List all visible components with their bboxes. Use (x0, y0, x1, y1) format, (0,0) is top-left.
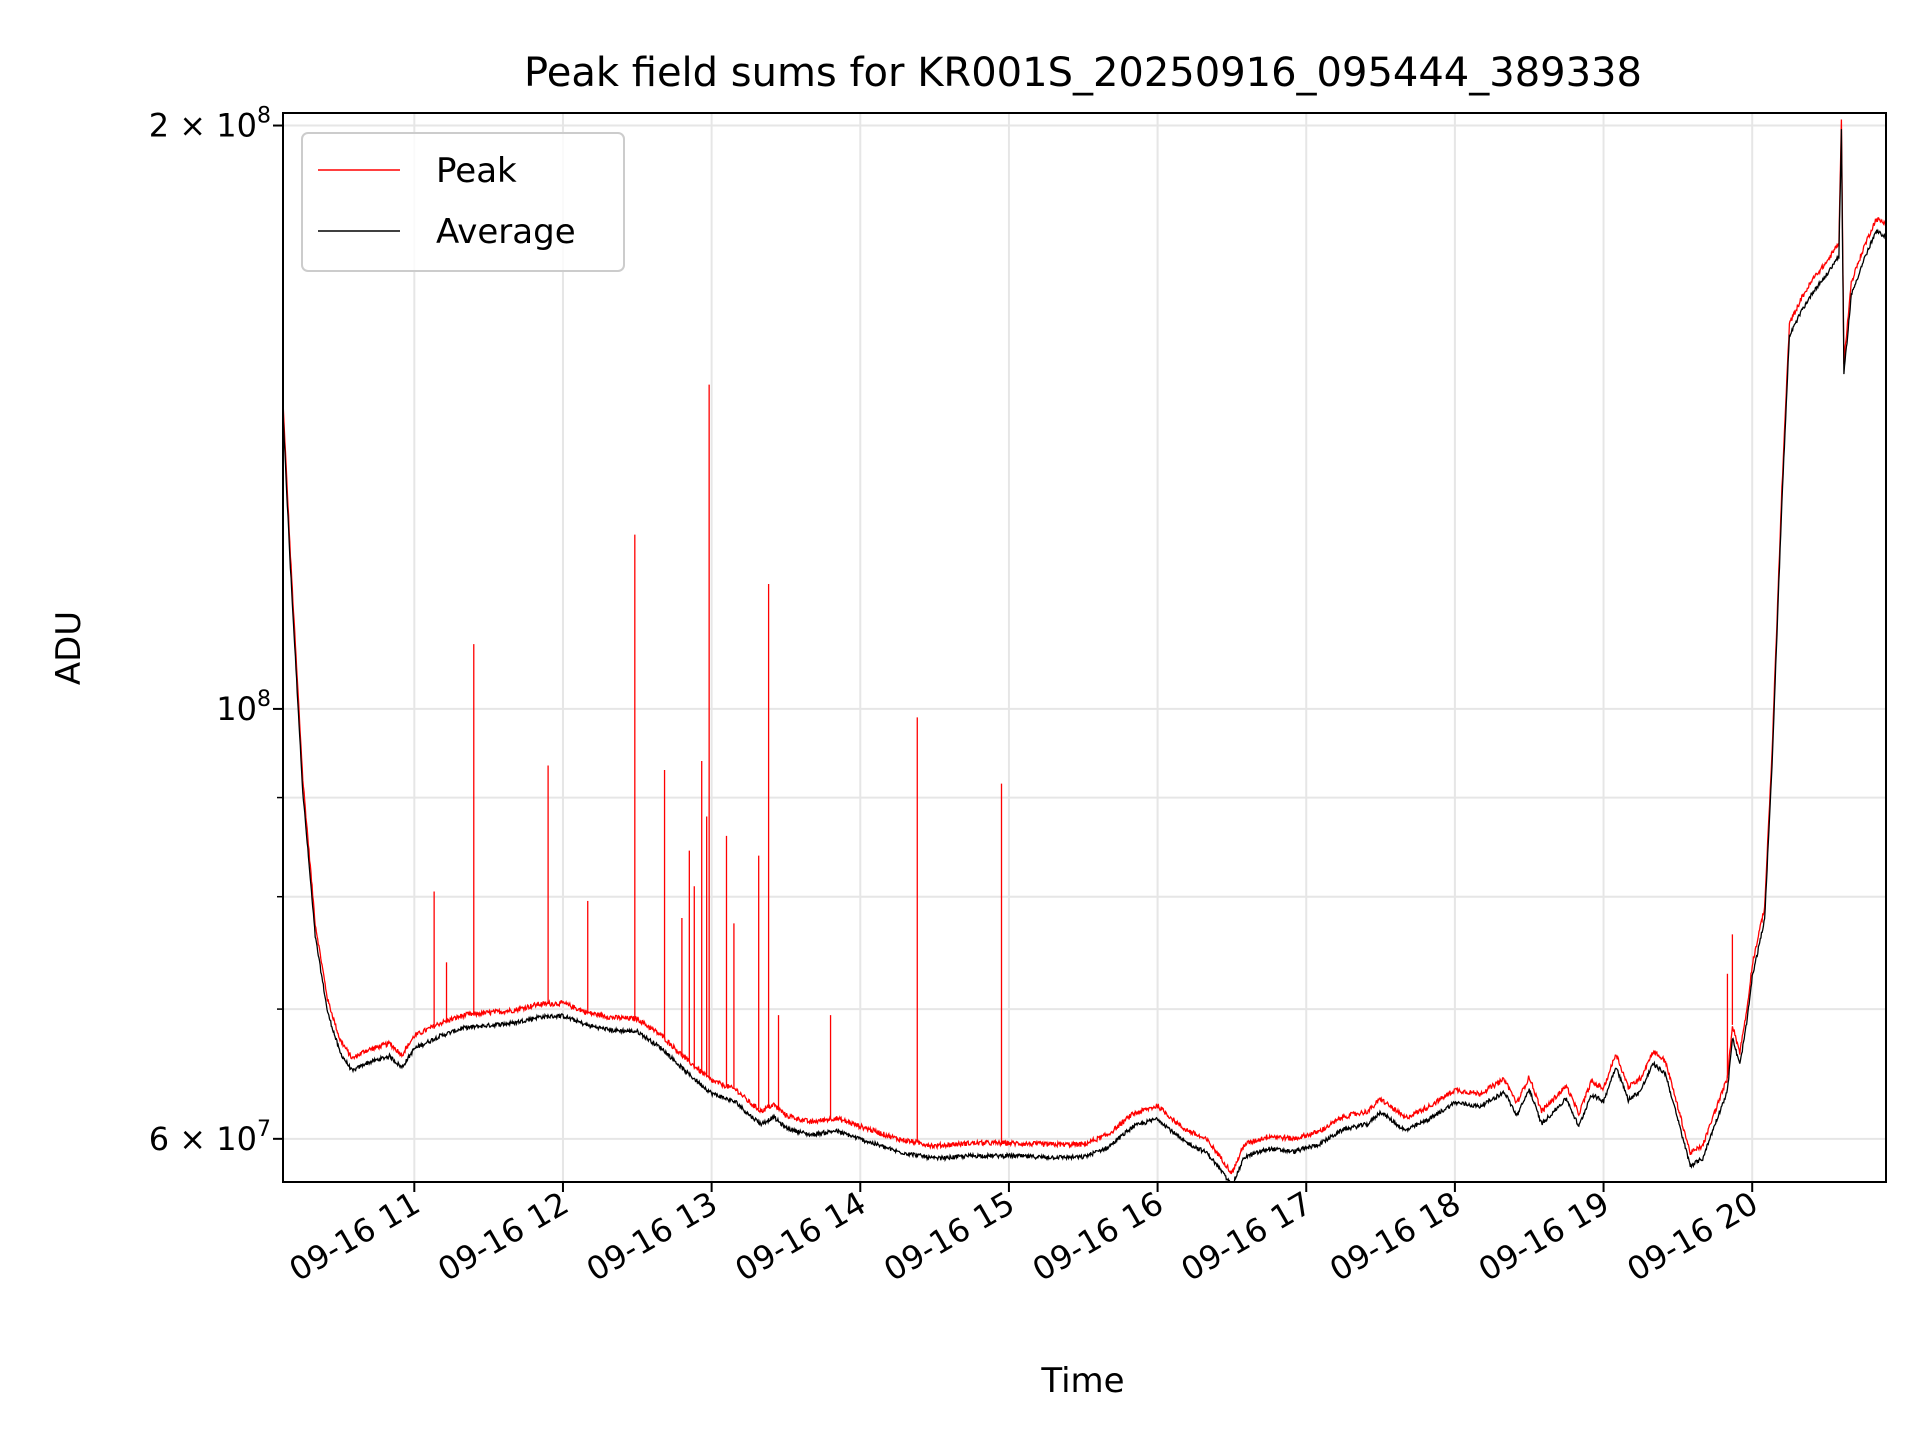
series-layer (283, 119, 1886, 1182)
y-tick-label: 2 × 108 (149, 104, 271, 145)
grid (283, 113, 1886, 1182)
series-line-peak (283, 119, 1886, 1175)
legend: Peak Average (301, 132, 625, 272)
y-axis: 6 × 107 108 2 × 108 (149, 104, 283, 1158)
series-line-average (283, 129, 1886, 1182)
legend-box (301, 132, 625, 272)
x-axis-label: Time (1040, 1361, 1124, 1401)
y-tick-label: 108 (216, 687, 271, 728)
legend-label-peak: Peak (436, 151, 517, 191)
chart-title: Peak field sums for KR001S_20250916_0954… (524, 50, 1642, 96)
y-tick-label: 6 × 107 (149, 1117, 271, 1158)
legend-label-average: Average (436, 212, 576, 252)
y-axis-label: ADU (49, 611, 89, 685)
plot-frame (282, 112, 1887, 1183)
